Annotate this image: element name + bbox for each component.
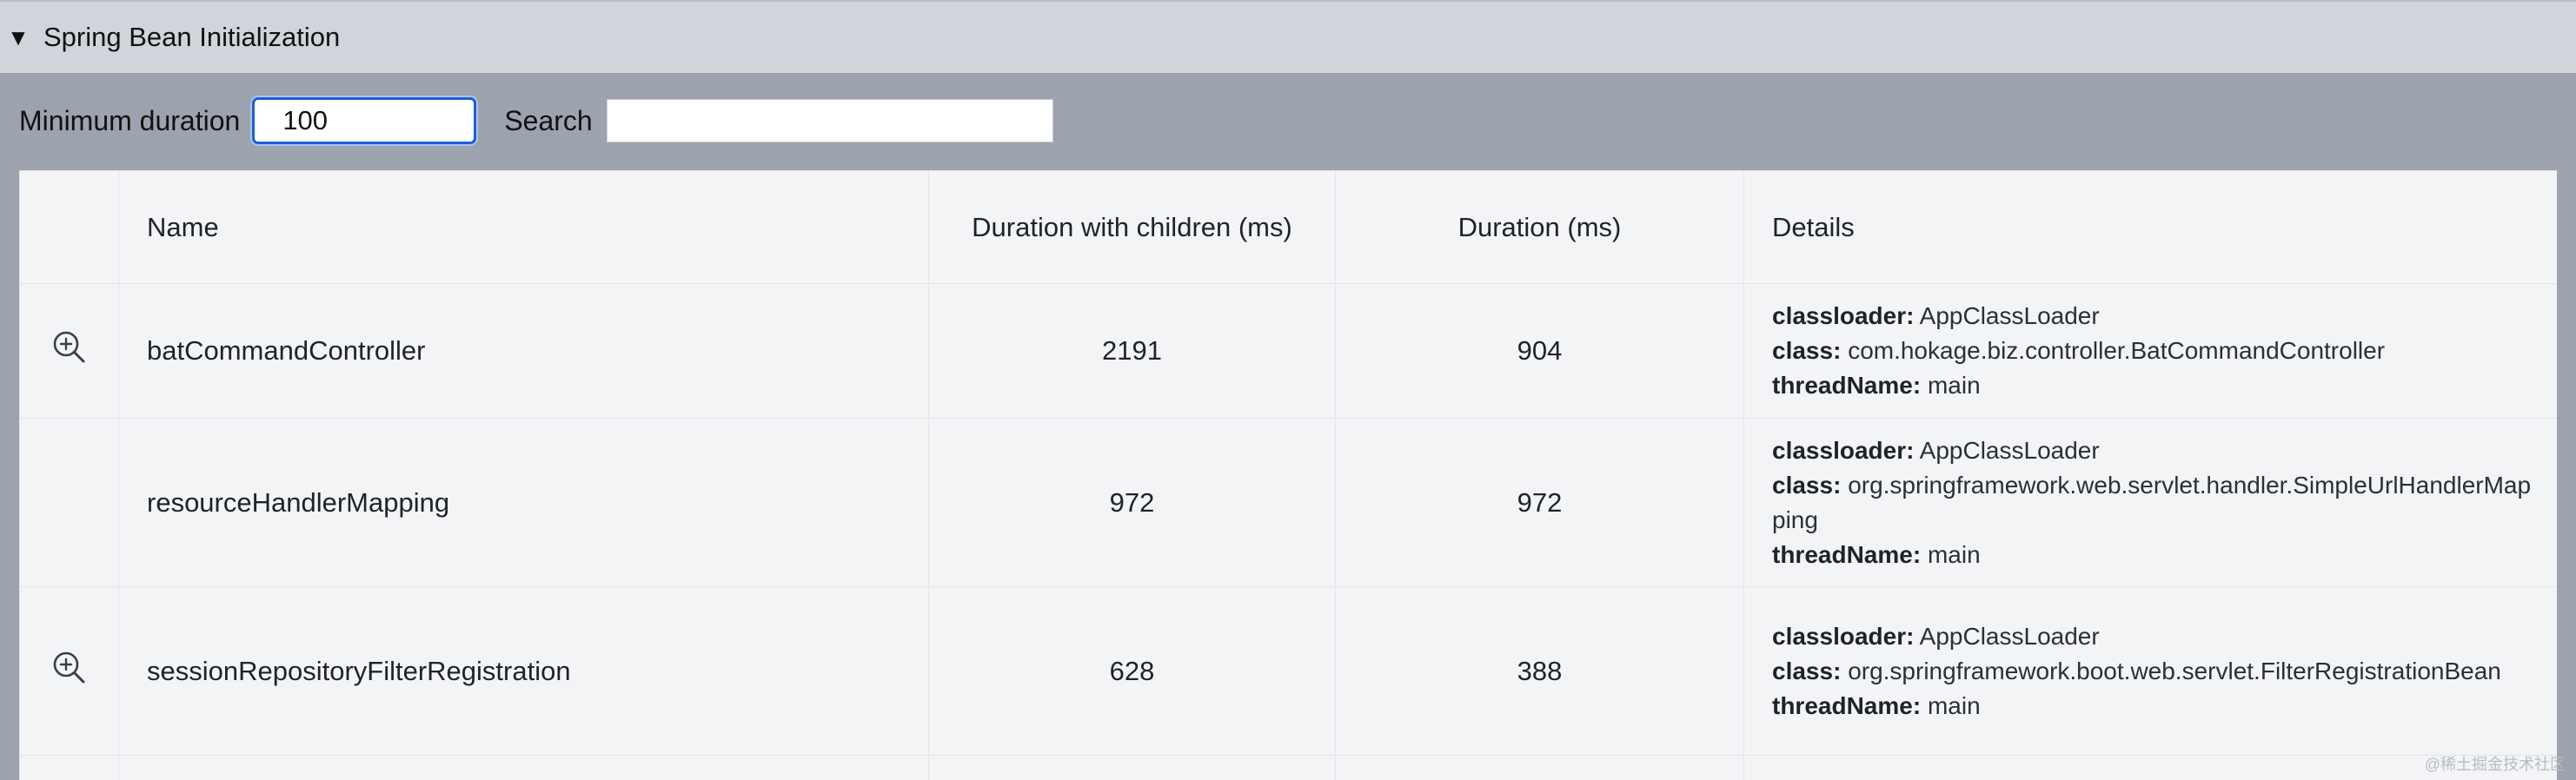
detail-key-thread: threadName:	[1772, 372, 1922, 399]
header-icon-column	[19, 170, 119, 284]
detail-key-classloader: classloader:	[1772, 436, 1915, 464]
detail-key-class: class:	[1772, 657, 1842, 684]
detail-class: class: org.springframework.boot.web.serv…	[1772, 654, 2539, 689]
detail-value-thread: main	[1927, 691, 1981, 719]
detail-value-class: org.springframework.web.servlet.handler.…	[1772, 471, 2532, 533]
bean-table: Name Duration with children (ms) Duratio…	[19, 170, 2557, 780]
detail-key-classloader: classloader:	[1772, 302, 1915, 329]
detail-classloader: classloader: AppClassLoader	[1772, 433, 2539, 468]
detail-value-classloader: AppClassLoader	[1919, 436, 2100, 464]
search-label: Search	[504, 104, 593, 136]
table-row: sessionRepositoryFilterRegistration 628 38…	[19, 586, 2557, 756]
duration-with-children-value: 2191	[928, 283, 1336, 419]
detail-classloader: classloader: AppClassLoader	[1772, 299, 2539, 334]
detail-value-classloader: AppClassLoader	[1919, 302, 2100, 329]
detail-key-classloader: classloader:	[1772, 622, 1915, 650]
table-header-row: Name Duration with children (ms) Duratio…	[19, 170, 2557, 284]
zoom-cell[interactable]	[19, 283, 119, 419]
detail-key-class: class:	[1772, 471, 1842, 499]
detail-thread: threadName: main	[1772, 368, 2539, 403]
duration-value: 904	[1335, 283, 1744, 419]
watermark: @稀土掘金技术社区	[2424, 756, 2566, 773]
detail-value-thread: main	[1927, 372, 1981, 399]
duration-value: 388	[1335, 586, 1744, 756]
duration-with-children-value: 628	[928, 586, 1336, 756]
zoom-cell	[19, 418, 119, 587]
detail-value-class: org.springframework.boot.web.servlet.Fil…	[1848, 657, 2501, 684]
partial-cell	[19, 755, 119, 780]
collapse-triangle-icon[interactable]: ▼	[7, 24, 30, 50]
detail-thread: threadName: main	[1772, 689, 2539, 724]
detail-classloader: classloader: AppClassLoader	[1772, 619, 2539, 654]
detail-key-thread: threadName:	[1772, 691, 1922, 719]
details-cell: classloader: AppClassLoader class: com.ho…	[1743, 283, 2557, 419]
detail-value-classloader: AppClassLoader	[1919, 622, 2100, 650]
min-duration-input[interactable]	[252, 97, 477, 144]
zoom-cell[interactable]	[19, 586, 119, 756]
partial-cell	[1335, 755, 1744, 780]
bean-name: resourceHandlerMapping	[118, 418, 929, 587]
details-cell: classloader: AppClassLoader class: org.sp…	[1743, 418, 2557, 587]
duration-value: 972	[1335, 418, 1744, 587]
bean-table-container: Name Duration with children (ms) Duratio…	[19, 170, 2557, 780]
header-details: Details	[1743, 170, 2557, 284]
detail-key-thread: threadName:	[1772, 540, 1922, 568]
detail-key-class: class:	[1772, 337, 1842, 364]
header-duration-with-children[interactable]: Duration with children (ms)	[928, 170, 1336, 284]
detail-value-thread: main	[1927, 540, 1981, 568]
table-row: resourceHandlerMapping 972 972 classloader:…	[19, 418, 2557, 587]
duration-with-children-value: 972	[928, 418, 1336, 587]
partial-cell	[118, 755, 929, 780]
zoom-in-icon[interactable]	[50, 331, 89, 373]
bean-name: sessionRepositoryFilterRegistration	[118, 586, 929, 756]
header-duration[interactable]: Duration (ms)	[1335, 170, 1744, 284]
detail-value-class: com.hokage.biz.controller.BatCommandCont…	[1848, 337, 2386, 364]
filter-bar: Minimum duration Search	[0, 73, 2576, 169]
section-title[interactable]: Spring Bean Initialization	[43, 22, 341, 52]
table-row: batCommandController 2191 904 classloader: …	[19, 283, 2557, 419]
detail-class: class: org.springframework.web.servlet.h…	[1772, 468, 2539, 538]
header-name[interactable]: Name	[118, 170, 929, 284]
search-input[interactable]	[606, 99, 1053, 142]
detail-thread: threadName: main	[1772, 538, 2539, 572]
section-header[interactable]: ▼ Spring Bean Initialization	[0, 0, 2576, 73]
min-duration-label: Minimum duration	[19, 104, 241, 136]
detail-class: class: com.hokage.biz.controller.BatComm…	[1772, 334, 2539, 368]
details-cell: classloader: AppClassLoader class: org.sp…	[1743, 586, 2557, 756]
bean-name: batCommandController	[118, 283, 929, 419]
zoom-in-icon[interactable]	[50, 651, 89, 693]
partial-cell	[1743, 755, 2557, 780]
partial-cell	[928, 755, 1336, 780]
table-row-partial	[19, 755, 2557, 780]
